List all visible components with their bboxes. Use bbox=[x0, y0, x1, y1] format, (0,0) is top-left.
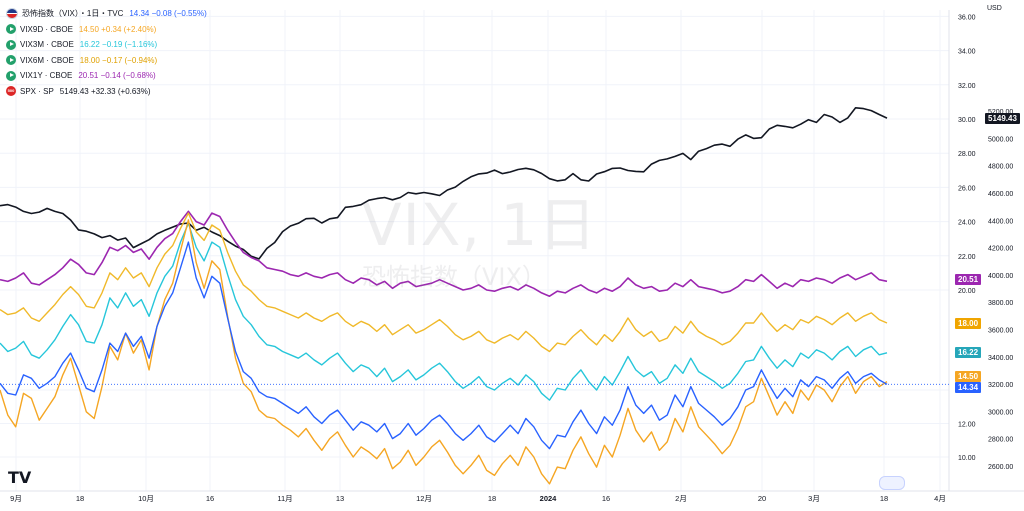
left-axis-tick: 24.00 bbox=[958, 220, 976, 227]
right-axis-tick: 3800.00 bbox=[988, 300, 1013, 307]
price-tag-spx: 5149.43 bbox=[985, 112, 1020, 124]
right-axis-tick: 2800.00 bbox=[988, 437, 1013, 444]
right-axis-tick: 3600.00 bbox=[988, 328, 1013, 335]
right-axis-tick: 4400.00 bbox=[988, 218, 1013, 225]
left-axis-tick: 20.00 bbox=[958, 288, 976, 295]
left-axis-tick: 36.00 bbox=[958, 14, 976, 21]
legend-row-spx[interactable]: 500 SPX · SP 5149.43 +32.33 (+0.63%) bbox=[6, 84, 207, 100]
x-axis-tick: 2月 bbox=[675, 494, 687, 503]
watermark-title: VIX, 1日 bbox=[362, 191, 598, 259]
right-axis[interactable]: 5200.005000.004800.004600.004400.004200.… bbox=[988, 109, 1013, 471]
left-axis-tick: 22.00 bbox=[958, 254, 976, 261]
left-axis-tick: 32.00 bbox=[958, 83, 976, 90]
series-line-vix3m[interactable] bbox=[0, 222, 888, 401]
legend-label: VIX6M · CBOE bbox=[20, 55, 74, 65]
legend-value: 14.34 −0.08 (−0.55%) bbox=[129, 9, 207, 18]
x-axis-tick: 11月 bbox=[277, 494, 292, 503]
series-line-spx[interactable] bbox=[0, 107, 888, 260]
x-axis[interactable]: 9月 18 10月 16 11月 13 12月 18 2024 16 2月 20 3月 18 4月 bbox=[10, 494, 946, 503]
x-axis-tick: 13 bbox=[336, 494, 344, 503]
right-axis-tick: 3000.00 bbox=[988, 409, 1013, 416]
legend-row-vix9d[interactable]: VIX9D · CBOE 14.50 +0.34 (+2.40%) bbox=[6, 22, 207, 38]
legend-row-vix3m[interactable]: VIX3M · CBOE 16.22 −0.19 (−1.16%) bbox=[6, 37, 207, 53]
right-axis-tick: 4800.00 bbox=[988, 164, 1013, 171]
left-axis-tick: 10.00 bbox=[958, 455, 976, 462]
play-icon[interactable] bbox=[6, 70, 16, 81]
spx-icon: 500 bbox=[6, 86, 16, 97]
legend-row-vix1y[interactable]: VIX1Y · CBOE 20.51 −0.14 (−0.68%) bbox=[6, 68, 207, 84]
play-icon[interactable] bbox=[6, 55, 16, 66]
legend: 恐怖指数（VIX）・1日・TVC 14.34 −0.08 (−0.55%) VI… bbox=[6, 6, 207, 99]
legend-label: SPX · SP bbox=[20, 86, 54, 96]
price-tag-vix1y: 20.51 bbox=[955, 273, 982, 285]
price-tag-vix3m: 16.22 bbox=[955, 347, 982, 359]
right-axis-tick: 2600.00 bbox=[988, 464, 1013, 471]
legend-row-vix[interactable]: 恐怖指数（VIX）・1日・TVC 14.34 −0.08 (−0.55%) bbox=[6, 6, 207, 22]
left-axis-tick: 26.00 bbox=[958, 185, 976, 192]
legend-value: 5149.43 +32.33 (+0.63%) bbox=[59, 86, 151, 96]
series-layer bbox=[0, 107, 949, 485]
legend-label: VIX3M · CBOE bbox=[20, 40, 74, 49]
left-axis-tick: 28.00 bbox=[958, 151, 976, 158]
series-line-vix1y[interactable] bbox=[0, 210, 888, 298]
currency-label[interactable]: USD bbox=[987, 5, 1002, 12]
right-axis-tick: 5000.00 bbox=[988, 136, 1013, 143]
right-axis-tick: 4000.00 bbox=[988, 273, 1013, 280]
legend-label: VIX9D · CBOE bbox=[20, 24, 73, 34]
x-axis-tick: 20 bbox=[758, 494, 766, 503]
right-axis-tick: 3400.00 bbox=[988, 355, 1013, 362]
price-tag-vix: 14.34 bbox=[955, 381, 982, 393]
flag-toggle-icon[interactable] bbox=[879, 476, 905, 490]
price-tag-vix6m: 18.00 bbox=[955, 317, 982, 329]
left-axis[interactable]: 36.00 34.00 32.00 30.00 28.00 26.00 24.00 22.00… bbox=[958, 14, 976, 462]
x-axis-tick: 16 bbox=[206, 494, 214, 503]
series-line-vix6m[interactable] bbox=[0, 212, 888, 353]
play-icon[interactable] bbox=[6, 39, 16, 50]
right-axis-tick: 4200.00 bbox=[988, 246, 1013, 253]
series-line-vix[interactable] bbox=[0, 241, 888, 450]
left-axis-tick: 30.00 bbox=[958, 117, 976, 124]
grid bbox=[0, 10, 949, 491]
x-axis-tick: 4月 bbox=[934, 494, 946, 503]
x-axis-tick: 18 bbox=[76, 494, 84, 503]
series-line-vix9d[interactable] bbox=[0, 219, 888, 485]
watermark-subtitle: 恐怖指数（VIX） bbox=[362, 263, 546, 291]
right-axis-tick: 4600.00 bbox=[988, 191, 1013, 198]
x-axis-tick: 16 bbox=[602, 494, 610, 503]
legend-value: 18.00 −0.17 (−0.94%) bbox=[79, 55, 158, 65]
legend-value: 20.51 −0.14 (−0.68%) bbox=[78, 71, 156, 80]
x-axis-tick: 3月 bbox=[808, 494, 820, 503]
right-axis-tick: 3200.00 bbox=[988, 382, 1013, 389]
x-axis-tick: 10月 bbox=[138, 494, 154, 503]
x-axis-tick: 9月 bbox=[10, 494, 22, 503]
x-axis-tick: 12月 bbox=[416, 494, 432, 503]
x-axis-tick: 18 bbox=[488, 494, 496, 503]
x-axis-tick: 18 bbox=[880, 494, 888, 503]
tradingview-logo[interactable]: TV bbox=[8, 468, 32, 487]
left-axis-tick: 12.00 bbox=[958, 422, 976, 429]
legend-label: VIX1Y · CBOE bbox=[20, 71, 73, 80]
legend-row-vix6m[interactable]: VIX6M · CBOE 18.00 −0.17 (−0.94%) bbox=[6, 53, 207, 69]
legend-value: 16.22 −0.19 (−1.16%) bbox=[79, 40, 158, 49]
left-axis-tick: 34.00 bbox=[958, 49, 976, 56]
legend-label: 恐怖指数（VIX）・1日・TVC bbox=[22, 9, 124, 18]
price-tag-vix9d: 14.50 bbox=[955, 371, 982, 383]
play-icon[interactable] bbox=[6, 24, 16, 35]
legend-value: 14.50 +0.34 (+2.40%) bbox=[78, 24, 157, 34]
x-axis-tick: 2024 bbox=[540, 494, 558, 503]
flag-us-icon bbox=[6, 8, 18, 20]
